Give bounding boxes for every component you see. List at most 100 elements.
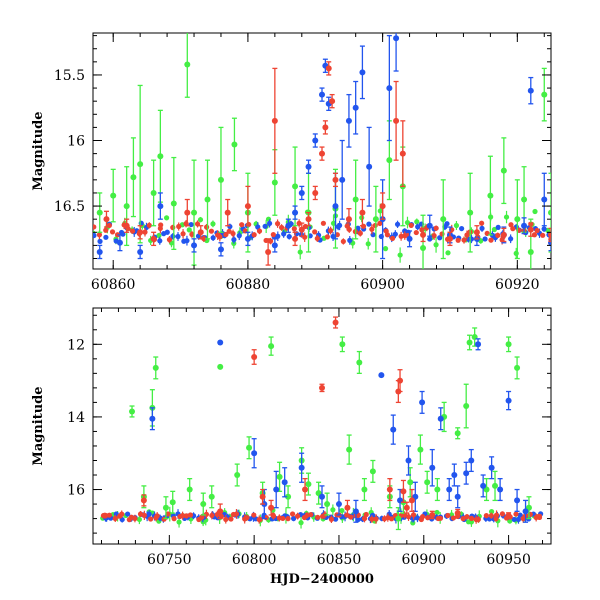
top-baseline-point: [488, 237, 494, 243]
bottom-baseline-point: [180, 512, 186, 519]
top-baseline-point: [397, 252, 403, 258]
bottom-green-point: [152, 364, 159, 371]
top-green-point: [191, 209, 198, 216]
top-blue-point: [406, 235, 413, 242]
top-baseline-point: [302, 234, 308, 240]
top-baseline-point: [431, 233, 437, 239]
top-baseline-point: [163, 215, 170, 221]
top-baseline-point: [330, 233, 336, 240]
top-baseline-point: [164, 229, 170, 235]
bottom-green-point: [514, 364, 521, 371]
top-blue-point: [191, 242, 198, 249]
top-red-point: [420, 231, 427, 238]
bottom-red-point: [217, 508, 224, 515]
bottom-red-point: [397, 377, 404, 384]
bottom-baseline-point: [513, 511, 519, 517]
bottom-plot-frame: [92, 307, 552, 545]
top-green-point: [386, 157, 393, 164]
top-baseline-point: [433, 242, 439, 248]
top-x-tick-label: 60880: [226, 277, 271, 293]
top-baseline-point: [129, 228, 136, 234]
top-baseline-point: [97, 238, 103, 244]
top-baseline-point: [270, 232, 276, 238]
top-red-point: [500, 231, 507, 238]
bottom-baseline-point: [298, 520, 304, 526]
top-blue-point: [541, 196, 548, 203]
bottom-series-blue: [149, 338, 529, 523]
bottom-green-point: [200, 501, 207, 508]
bottom-baseline-point: [515, 516, 522, 523]
top-baseline-point: [158, 222, 164, 228]
bottom-red-point: [302, 486, 309, 493]
bottom-baseline-point: [373, 516, 379, 522]
bottom-baseline-point: [308, 511, 314, 518]
top-baseline-point: [142, 229, 148, 235]
top-red-point: [224, 209, 231, 216]
top-baseline-point: [508, 222, 514, 228]
top-red-point: [305, 216, 312, 223]
top-baseline-point: [166, 237, 173, 243]
top-blue-point: [285, 222, 292, 229]
top-baseline-point: [445, 250, 451, 256]
bottom-baseline-point: [171, 516, 177, 522]
bottom-baseline-point: [132, 515, 138, 522]
bottom-baseline-point: [361, 515, 368, 522]
bottom-blue-point: [429, 464, 436, 471]
top-baseline-point: [103, 227, 109, 233]
bottom-red-point: [386, 486, 393, 493]
top-baseline-point: [226, 228, 232, 234]
top-baseline-point: [389, 235, 396, 241]
top-baseline-point: [377, 208, 383, 214]
bottom-green-point: [234, 472, 241, 479]
bottom-axis-ticks: 60750 60800 60850 60900 60950 12 14 16: [67, 308, 551, 568]
top-red-point: [473, 229, 480, 236]
top-green-point: [541, 91, 548, 98]
bottom-series-red: [101, 316, 543, 520]
top-red-point: [527, 226, 534, 233]
bottom-y-tick-label: 12: [67, 337, 85, 353]
bottom-baseline-point: [450, 515, 457, 521]
bottom-red-point: [403, 504, 410, 511]
bottom-green-point: [162, 504, 169, 511]
bottom-baseline-point: [125, 511, 131, 517]
bottom-baseline-point: [355, 516, 361, 523]
bottom-baseline-point: [176, 519, 182, 525]
bottom-baseline-point: [280, 515, 286, 522]
top-baseline-point: [281, 231, 287, 237]
top-baseline-point: [337, 222, 343, 229]
top-baseline-point: [291, 226, 297, 232]
bottom-red-point: [319, 384, 325, 391]
bottom-baseline-point: [106, 512, 113, 518]
bottom-x-tick-label: 60950: [486, 552, 531, 568]
bottom-green-point: [356, 359, 363, 366]
top-baseline-point: [157, 238, 163, 244]
top-green-point: [521, 196, 528, 203]
bottom-green-point: [434, 486, 441, 493]
top-baseline-point: [372, 222, 378, 229]
bottom-green-point: [424, 479, 431, 486]
top-baseline-point: [251, 232, 257, 238]
bottom-baseline-point: [419, 514, 426, 520]
top-green-point: [467, 209, 474, 216]
bottom-x-tick-label: 60900: [402, 552, 447, 568]
bottom-baseline-point: [285, 516, 291, 522]
bottom-y-tick-label: 14: [67, 410, 85, 426]
bottom-baseline-point: [369, 516, 375, 522]
top-baseline-point: [444, 221, 450, 227]
top-baseline-point: [275, 233, 281, 239]
bottom-data-layer: [100, 316, 544, 531]
bottom-blue-point: [419, 399, 426, 406]
top-baseline-point: [186, 227, 192, 233]
bottom-blue-point: [281, 479, 288, 486]
top-baseline-point: [296, 220, 302, 226]
bottom-blue-point: [522, 508, 529, 515]
top-baseline-point: [297, 249, 303, 255]
top-blue-point: [393, 35, 400, 42]
bottom-blue-point: [335, 501, 342, 508]
top-green-point: [184, 61, 191, 68]
bottom-baseline-point: [445, 512, 451, 519]
bottom-red-point: [344, 504, 351, 511]
top-red-point: [379, 203, 386, 210]
bottom-blue-point: [454, 493, 461, 500]
bottom-baseline-point: [339, 507, 345, 514]
